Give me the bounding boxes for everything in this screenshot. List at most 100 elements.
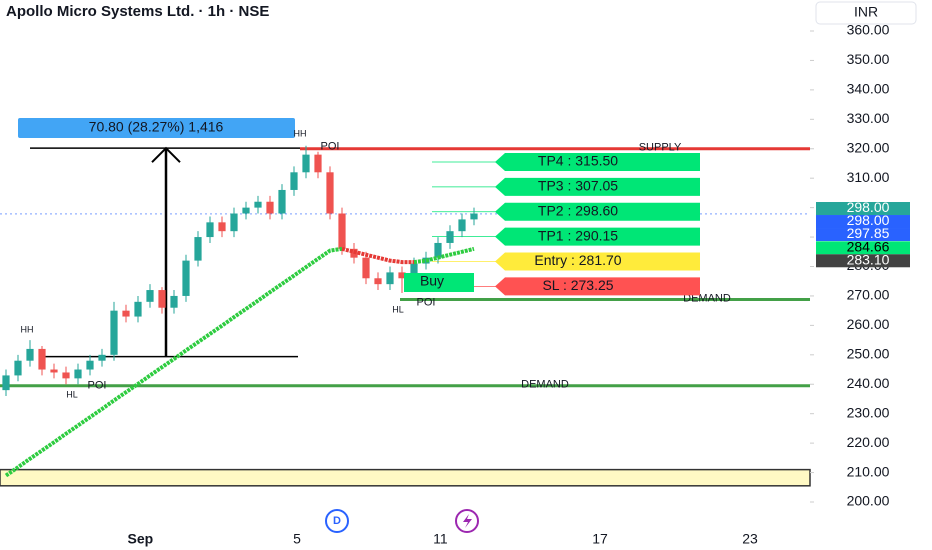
candle-body bbox=[158, 290, 166, 308]
x-tick-label: 17 bbox=[592, 531, 608, 547]
candle-body bbox=[230, 213, 238, 232]
candle-body bbox=[38, 348, 46, 370]
currency-box[interactable] bbox=[815, 1, 917, 25]
price-tag bbox=[816, 228, 910, 242]
candle-body bbox=[242, 207, 250, 214]
target-label: Entry : 281.70 bbox=[534, 252, 621, 268]
d-button[interactable] bbox=[325, 509, 349, 533]
arrow-head bbox=[151, 146, 181, 163]
target-label: TP4 : 315.50 bbox=[538, 153, 618, 169]
y-tick-label: 260.00 bbox=[847, 316, 890, 332]
target-label: TP1 : 290.15 bbox=[538, 227, 618, 243]
candle-body bbox=[110, 310, 118, 355]
currency: INR bbox=[854, 4, 878, 20]
candle-body bbox=[254, 201, 262, 208]
y-tick-label: 360.00 bbox=[847, 22, 890, 38]
poi-label: POI bbox=[88, 380, 107, 392]
candle-body bbox=[62, 372, 70, 379]
zone bbox=[0, 468, 811, 487]
target-label: SL : 273.25 bbox=[542, 277, 613, 293]
candle-body bbox=[362, 257, 370, 279]
candle-body bbox=[266, 201, 274, 214]
candle-body bbox=[86, 360, 94, 370]
annotation: Buy bbox=[420, 273, 444, 289]
y-tick-label: 210.00 bbox=[847, 463, 890, 479]
annotation: HL bbox=[392, 304, 404, 314]
trend-line bbox=[341, 246, 414, 265]
candle-body bbox=[302, 154, 310, 173]
level-name: DEMAND bbox=[683, 292, 731, 304]
measure-box bbox=[18, 118, 295, 138]
y-tick-label: 250.00 bbox=[847, 346, 890, 362]
d-label: D bbox=[333, 515, 341, 527]
candle-body bbox=[386, 272, 394, 285]
price-tag bbox=[816, 215, 910, 229]
candle-body bbox=[14, 360, 22, 376]
annotation: HL bbox=[66, 389, 78, 399]
target-box bbox=[495, 252, 700, 271]
y-tick-label: 200.00 bbox=[847, 493, 890, 509]
candle-body bbox=[290, 172, 298, 190]
candle-body bbox=[446, 231, 454, 243]
target-label: TP3 : 307.05 bbox=[538, 178, 618, 194]
price-tag-label: 298.00 bbox=[847, 212, 890, 228]
annotation: HH bbox=[294, 128, 307, 138]
buy-box bbox=[404, 273, 474, 292]
target-box bbox=[495, 177, 700, 196]
y-tick-label: 240.00 bbox=[847, 375, 890, 391]
price-tag-label: 297.85 bbox=[847, 225, 890, 241]
candle-body bbox=[278, 189, 286, 214]
price-tag bbox=[816, 241, 910, 255]
level-name: SUPPLY bbox=[639, 142, 682, 154]
candle-body bbox=[326, 172, 334, 214]
candle-body bbox=[374, 278, 382, 285]
candle-body bbox=[410, 263, 418, 279]
flash-icon bbox=[463, 514, 472, 528]
candle-body bbox=[458, 219, 466, 232]
candle-body bbox=[146, 290, 154, 302]
chart-title: Apollo Micro Systems Ltd. · 1h · NSE bbox=[6, 3, 269, 20]
target-label: TP2 : 298.60 bbox=[538, 202, 618, 218]
price-tag bbox=[816, 254, 910, 268]
candle-body bbox=[122, 310, 130, 317]
price-tag bbox=[816, 202, 910, 216]
candle-body bbox=[398, 272, 406, 279]
candle-body bbox=[434, 242, 442, 258]
candle-body bbox=[470, 213, 478, 220]
candle-body bbox=[2, 375, 10, 391]
x-tick-label: 11 bbox=[433, 531, 448, 547]
measure-label: 70.80 (28.27%) 1,416 bbox=[89, 119, 224, 135]
x-tick-label: 5 bbox=[293, 531, 301, 547]
candle-body bbox=[26, 348, 34, 361]
target-box bbox=[495, 227, 700, 246]
price-tag-label: 298.00 bbox=[847, 199, 890, 215]
candle-body bbox=[50, 369, 58, 373]
poi-label: POI bbox=[417, 296, 436, 308]
target-box bbox=[495, 202, 700, 221]
candle-body bbox=[314, 154, 322, 173]
poi-label: POI bbox=[321, 141, 340, 153]
candle-body bbox=[194, 237, 202, 261]
candle-body bbox=[338, 213, 346, 249]
price-tag-label: 283.10 bbox=[847, 251, 890, 267]
candle-body bbox=[182, 260, 190, 296]
annotation: HH bbox=[21, 324, 34, 334]
candle-body bbox=[74, 369, 82, 379]
candle-body bbox=[206, 222, 214, 238]
candle-body bbox=[218, 222, 226, 232]
y-tick-label: 220.00 bbox=[847, 434, 890, 450]
price-tag-label: 284.66 bbox=[847, 238, 890, 254]
target-box bbox=[495, 277, 700, 296]
trend-line bbox=[4, 246, 475, 478]
y-tick-label: 350.00 bbox=[847, 51, 890, 67]
target-box bbox=[495, 152, 700, 171]
x-tick-label: 23 bbox=[742, 531, 758, 547]
y-tick-label: 270.00 bbox=[847, 287, 890, 303]
candle-body bbox=[170, 295, 178, 308]
y-tick-label: 320.00 bbox=[847, 139, 890, 155]
candle-body bbox=[98, 354, 106, 361]
level-name: DEMAND bbox=[521, 379, 569, 391]
candle-body bbox=[134, 301, 142, 317]
y-tick-label: 330.00 bbox=[847, 110, 890, 126]
